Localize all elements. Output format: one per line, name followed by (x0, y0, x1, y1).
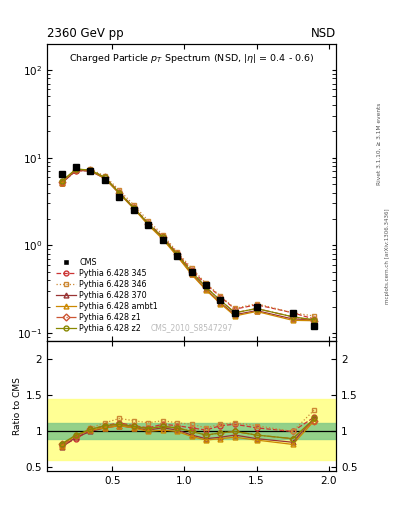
Text: Charged Particle $p_T$ Spectrum (NSD, $|\eta|$ = 0.4 - 0.6): Charged Particle $p_T$ Spectrum (NSD, $|… (69, 52, 314, 66)
Y-axis label: Ratio to CMS: Ratio to CMS (13, 377, 22, 435)
Bar (47, 423, 336, 439)
Bar (47, 399, 336, 460)
Text: CMS_2010_S8547297: CMS_2010_S8547297 (151, 324, 233, 333)
Text: 2360 GeV pp: 2360 GeV pp (47, 27, 124, 40)
Text: NSD: NSD (311, 27, 336, 40)
Legend: CMS, Pythia 6.428 345, Pythia 6.428 346, Pythia 6.428 370, Pythia 6.428 ambt1, P: CMS, Pythia 6.428 345, Pythia 6.428 346,… (54, 256, 160, 334)
Text: Rivet 3.1.10, ≥ 3.1M events: Rivet 3.1.10, ≥ 3.1M events (377, 102, 382, 184)
Text: mcplots.cern.ch [arXiv:1306.3436]: mcplots.cern.ch [arXiv:1306.3436] (385, 208, 389, 304)
